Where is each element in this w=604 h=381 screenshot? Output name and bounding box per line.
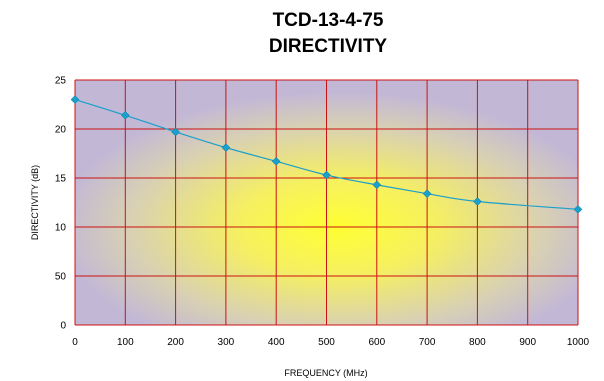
x-tick-label: 0 [72,337,78,348]
x-tick-label: 900 [519,337,536,348]
data-point [573,205,583,214]
data-point [422,189,432,199]
x-tick-label: 200 [167,337,184,348]
y-tick-label: 0 [60,321,66,332]
data-point [171,127,180,137]
y-tick-label: 20 [55,125,67,136]
x-tick-label: 600 [368,337,385,348]
y-tick-label: 50 [55,272,67,283]
chart-title-line-1: TCD-13-4-75 [273,10,384,31]
data-point [70,95,80,104]
data-point [271,156,281,166]
data-point [473,197,482,206]
data-point [372,180,382,190]
data-point [120,110,130,120]
chart-title-line-2: DIRECTIVITY [269,36,388,57]
x-tick-label: 300 [218,337,235,348]
data-point [221,143,231,152]
x-tick-label: 400 [268,337,285,348]
y-tick-label: 15 [55,174,67,185]
y-tick-label: 25 [55,76,67,87]
y-tick-labels: 0 50 10 15 20 25 [55,76,67,332]
data-markers [70,95,583,214]
x-tick-labels: 0 100 200 300 400 500 600 700 800 900 1000 [72,337,589,348]
x-axis-label: FREQUENCY (MHz) [284,368,367,378]
y-tick-label: 10 [55,223,67,234]
x-tick-label: 1000 [567,337,590,348]
x-tick-label: 700 [419,337,436,348]
x-tick-label: 800 [469,337,486,348]
x-tick-label: 100 [117,337,134,348]
data-point [322,170,331,180]
y-axis-label: DIRECTIVITY (dB) [30,165,40,240]
x-tick-label: 500 [318,337,335,348]
directivity-line [74,99,579,210]
